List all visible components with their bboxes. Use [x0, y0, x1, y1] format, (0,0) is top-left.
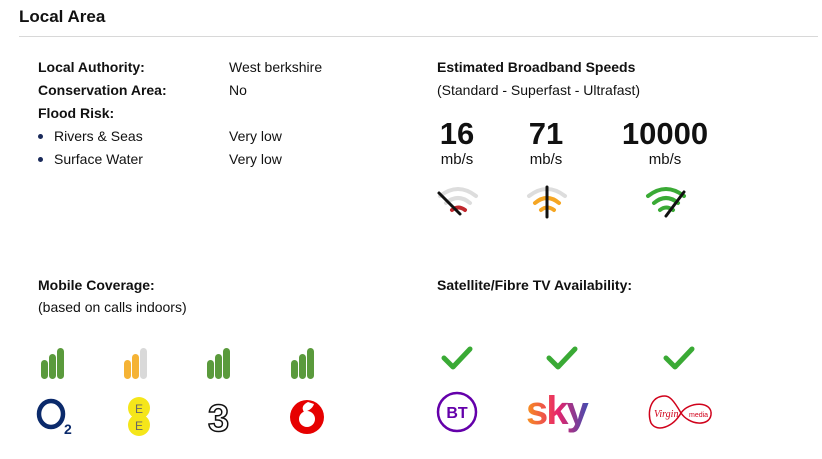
- svg-text:media: media: [689, 412, 708, 419]
- sky-logo: sky: [526, 389, 591, 433]
- standard-unit: mb/s: [440, 151, 474, 168]
- svg-text:2: 2: [64, 421, 72, 436]
- bt-available-check-icon: [441, 346, 473, 370]
- superfast-speed: 71: [528, 116, 564, 151]
- sky-available-check-icon: [546, 346, 578, 370]
- ultrafast-unit: mb/s: [648, 151, 682, 168]
- vodafone-logo: [290, 400, 324, 434]
- signal-bars-vodafone-icon: [291, 348, 314, 379]
- signal-bar: [215, 354, 222, 379]
- bt-logo: BT: [436, 391, 478, 433]
- signal-bar: [49, 354, 56, 379]
- bullet: [38, 134, 43, 139]
- svg-text:E: E: [135, 419, 143, 433]
- standard-speed: 16: [439, 116, 475, 151]
- tv-title: Satellite/Fibre TV Availability:: [437, 277, 633, 293]
- virgin-media-logo: Virgin media: [648, 395, 712, 429]
- broadband-subtitle: (Standard - Superfast - Ultrafast): [437, 82, 641, 98]
- divider: [19, 36, 818, 37]
- signal-bar: [223, 348, 230, 379]
- signal-bar: [57, 348, 64, 379]
- three-logo: 3: [207, 398, 230, 436]
- speed-gauge-high-icon: [646, 187, 686, 218]
- ee-logo: E E: [128, 397, 150, 436]
- signal-bar: [207, 360, 214, 379]
- flood-risk-label: Flood Risk:: [38, 105, 115, 121]
- conservation-area-value: No: [229, 82, 247, 98]
- ultrafast-speed: 10000: [621, 116, 709, 151]
- superfast-unit: mb/s: [529, 151, 563, 168]
- speed-gauge-low-icon: [437, 187, 478, 216]
- svg-text:E: E: [135, 402, 143, 416]
- rivers-seas-value: Very low: [229, 128, 282, 144]
- rivers-seas-label: Rivers & Seas: [54, 128, 143, 144]
- mobile-coverage-title: Mobile Coverage:: [38, 277, 155, 293]
- signal-bar: [132, 354, 139, 379]
- signal-bars-o2-icon: [41, 348, 64, 379]
- svg-text:BT: BT: [446, 405, 468, 422]
- local-authority-label: Local Authority:: [38, 59, 145, 75]
- broadband-title: Estimated Broadband Speeds: [437, 59, 636, 75]
- signal-bar: [307, 348, 314, 379]
- signal-bars-three-icon: [207, 348, 230, 379]
- surface-water-value: Very low: [229, 151, 282, 167]
- bullet: [38, 157, 43, 162]
- surface-water-label: Surface Water: [54, 151, 143, 167]
- signal-bar: [291, 360, 298, 379]
- signal-bar: [124, 360, 131, 379]
- svg-text:3: 3: [208, 398, 229, 436]
- mobile-coverage-subtitle: (based on calls indoors): [38, 299, 187, 315]
- section-title: Local Area: [19, 7, 106, 26]
- svg-text:Virgin: Virgin: [654, 409, 678, 420]
- speed-gauge-medium-icon: [527, 185, 567, 219]
- local-authority-value: West berkshire: [229, 59, 323, 75]
- signal-bars-ee-icon: [124, 348, 147, 379]
- signal-bar: [140, 348, 147, 379]
- virgin-available-check-icon: [663, 346, 695, 370]
- signal-bar: [41, 360, 48, 379]
- conservation-area-label: Conservation Area:: [38, 82, 167, 98]
- svg-text:sky: sky: [526, 389, 589, 433]
- o2-logo: 2: [36, 398, 72, 436]
- signal-bar: [299, 354, 306, 379]
